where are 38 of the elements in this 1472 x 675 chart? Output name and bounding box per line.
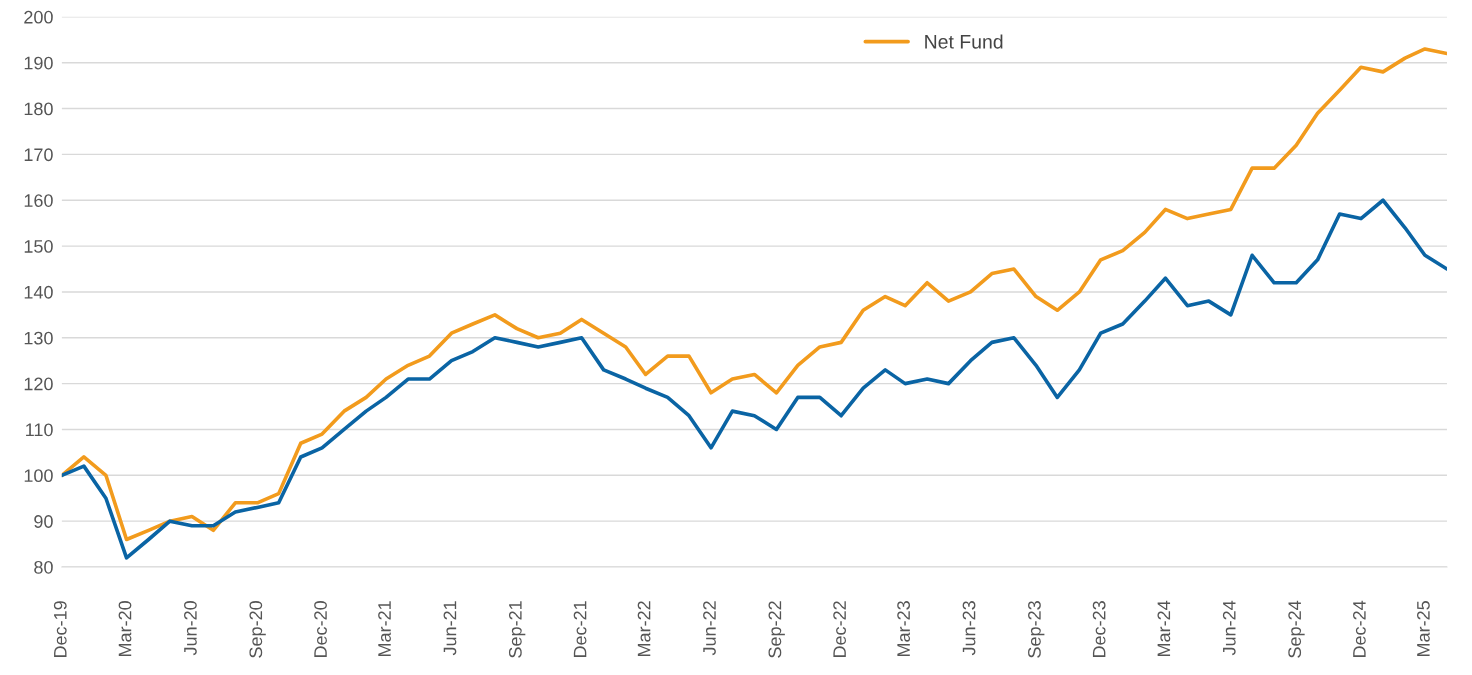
y-tick-label: 160: [24, 194, 53, 207]
y-tick-label: 130: [24, 331, 53, 345]
x-tick-label: Jun-22: [703, 601, 716, 656]
x-tick-label: Dec-21: [573, 601, 587, 658]
y-tick-label: 90: [34, 515, 53, 528]
y-tick-label: 80: [34, 560, 53, 574]
x-tick-label: Sep-21: [508, 601, 526, 658]
x-tick-label: Dec-22: [833, 601, 846, 658]
x-tick-label: Sep-20: [249, 601, 266, 658]
x-tick-label: Dec-24: [1353, 600, 1366, 658]
x-tick-label: Dec-23: [1092, 601, 1106, 658]
x-tick-label: Dec-19: [53, 601, 67, 658]
y-tick-label: 190: [24, 56, 53, 70]
line-series: [61, 47, 1447, 542]
y-tick-label: 140: [24, 285, 53, 299]
x-tick-label: Mar-23: [897, 601, 910, 657]
x-tick-label: Jun-20: [184, 601, 197, 656]
y-tick-label: 120: [24, 377, 53, 391]
y-tick-label: 100: [24, 469, 53, 483]
x-tick-label: Mar-20: [118, 601, 132, 657]
x-tick-label: Jun-21: [443, 601, 457, 656]
y-tick-label: 110: [26, 423, 53, 437]
x-tick-label: Sep-22: [768, 601, 785, 658]
y-tick-label: 170: [24, 148, 53, 162]
x-tick-label: Jun-23: [962, 601, 976, 656]
y-tick-label: 150: [24, 240, 53, 253]
x-tick-label: Sep-23: [1028, 601, 1045, 658]
line-series: [61, 198, 1447, 560]
x-tick-label: Sep-24: [1288, 600, 1305, 658]
y-tick-label: 180: [24, 102, 53, 116]
x-tick-label: Mar-24: [1157, 600, 1171, 657]
legend-label: Net Fund: [925, 34, 1003, 49]
x-tick-label: Dec-20: [314, 601, 327, 658]
x-tick-label: Mar-22: [637, 601, 651, 657]
y-tick-label: 200: [24, 10, 53, 24]
x-tick-label: Jun-24: [1222, 600, 1236, 656]
x-tick-label: Mar-25: [1416, 601, 1430, 657]
x-tick-label: Mar-21: [378, 601, 391, 657]
